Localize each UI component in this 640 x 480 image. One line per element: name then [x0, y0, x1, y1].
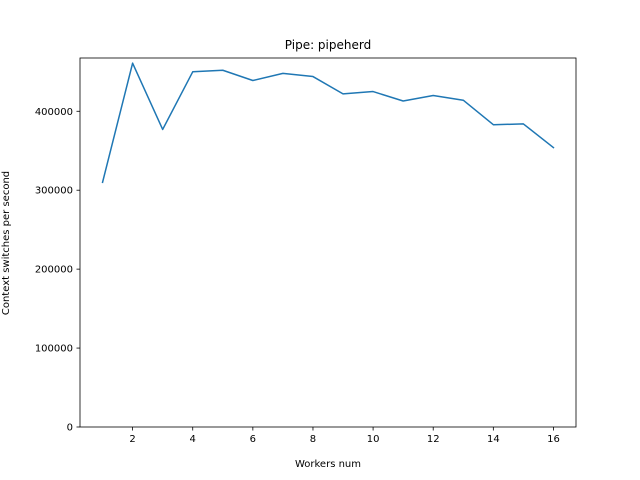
plot-area: 2 4 6 8 10 12 14 16 0 100000 200000 300000 400000 [35, 57, 577, 445]
chart-title: Pipe: pipeherd [285, 38, 371, 52]
x-tick-label: 4 [190, 434, 196, 445]
axes-frame [79, 57, 577, 428]
y-tick-label: 0 [67, 423, 73, 434]
x-tick-label: 10 [367, 434, 380, 445]
x-tick-label: 14 [487, 434, 500, 445]
y-tick-label: 300000 [35, 186, 73, 197]
y-tick-label: 400000 [35, 107, 73, 118]
x-tick-label: 8 [310, 434, 316, 445]
y-axis-label: Context switches per second [1, 171, 12, 315]
y-tick-label: 100000 [35, 344, 73, 355]
series-line [101, 62, 555, 184]
x-tick-label: 12 [427, 434, 440, 445]
x-tick-label: 2 [129, 434, 135, 445]
y-tick-label: 200000 [35, 265, 73, 276]
x-tick-label: 6 [250, 434, 256, 445]
x-axis-label: Workers num [295, 459, 361, 470]
x-tick-label: 16 [547, 434, 560, 445]
